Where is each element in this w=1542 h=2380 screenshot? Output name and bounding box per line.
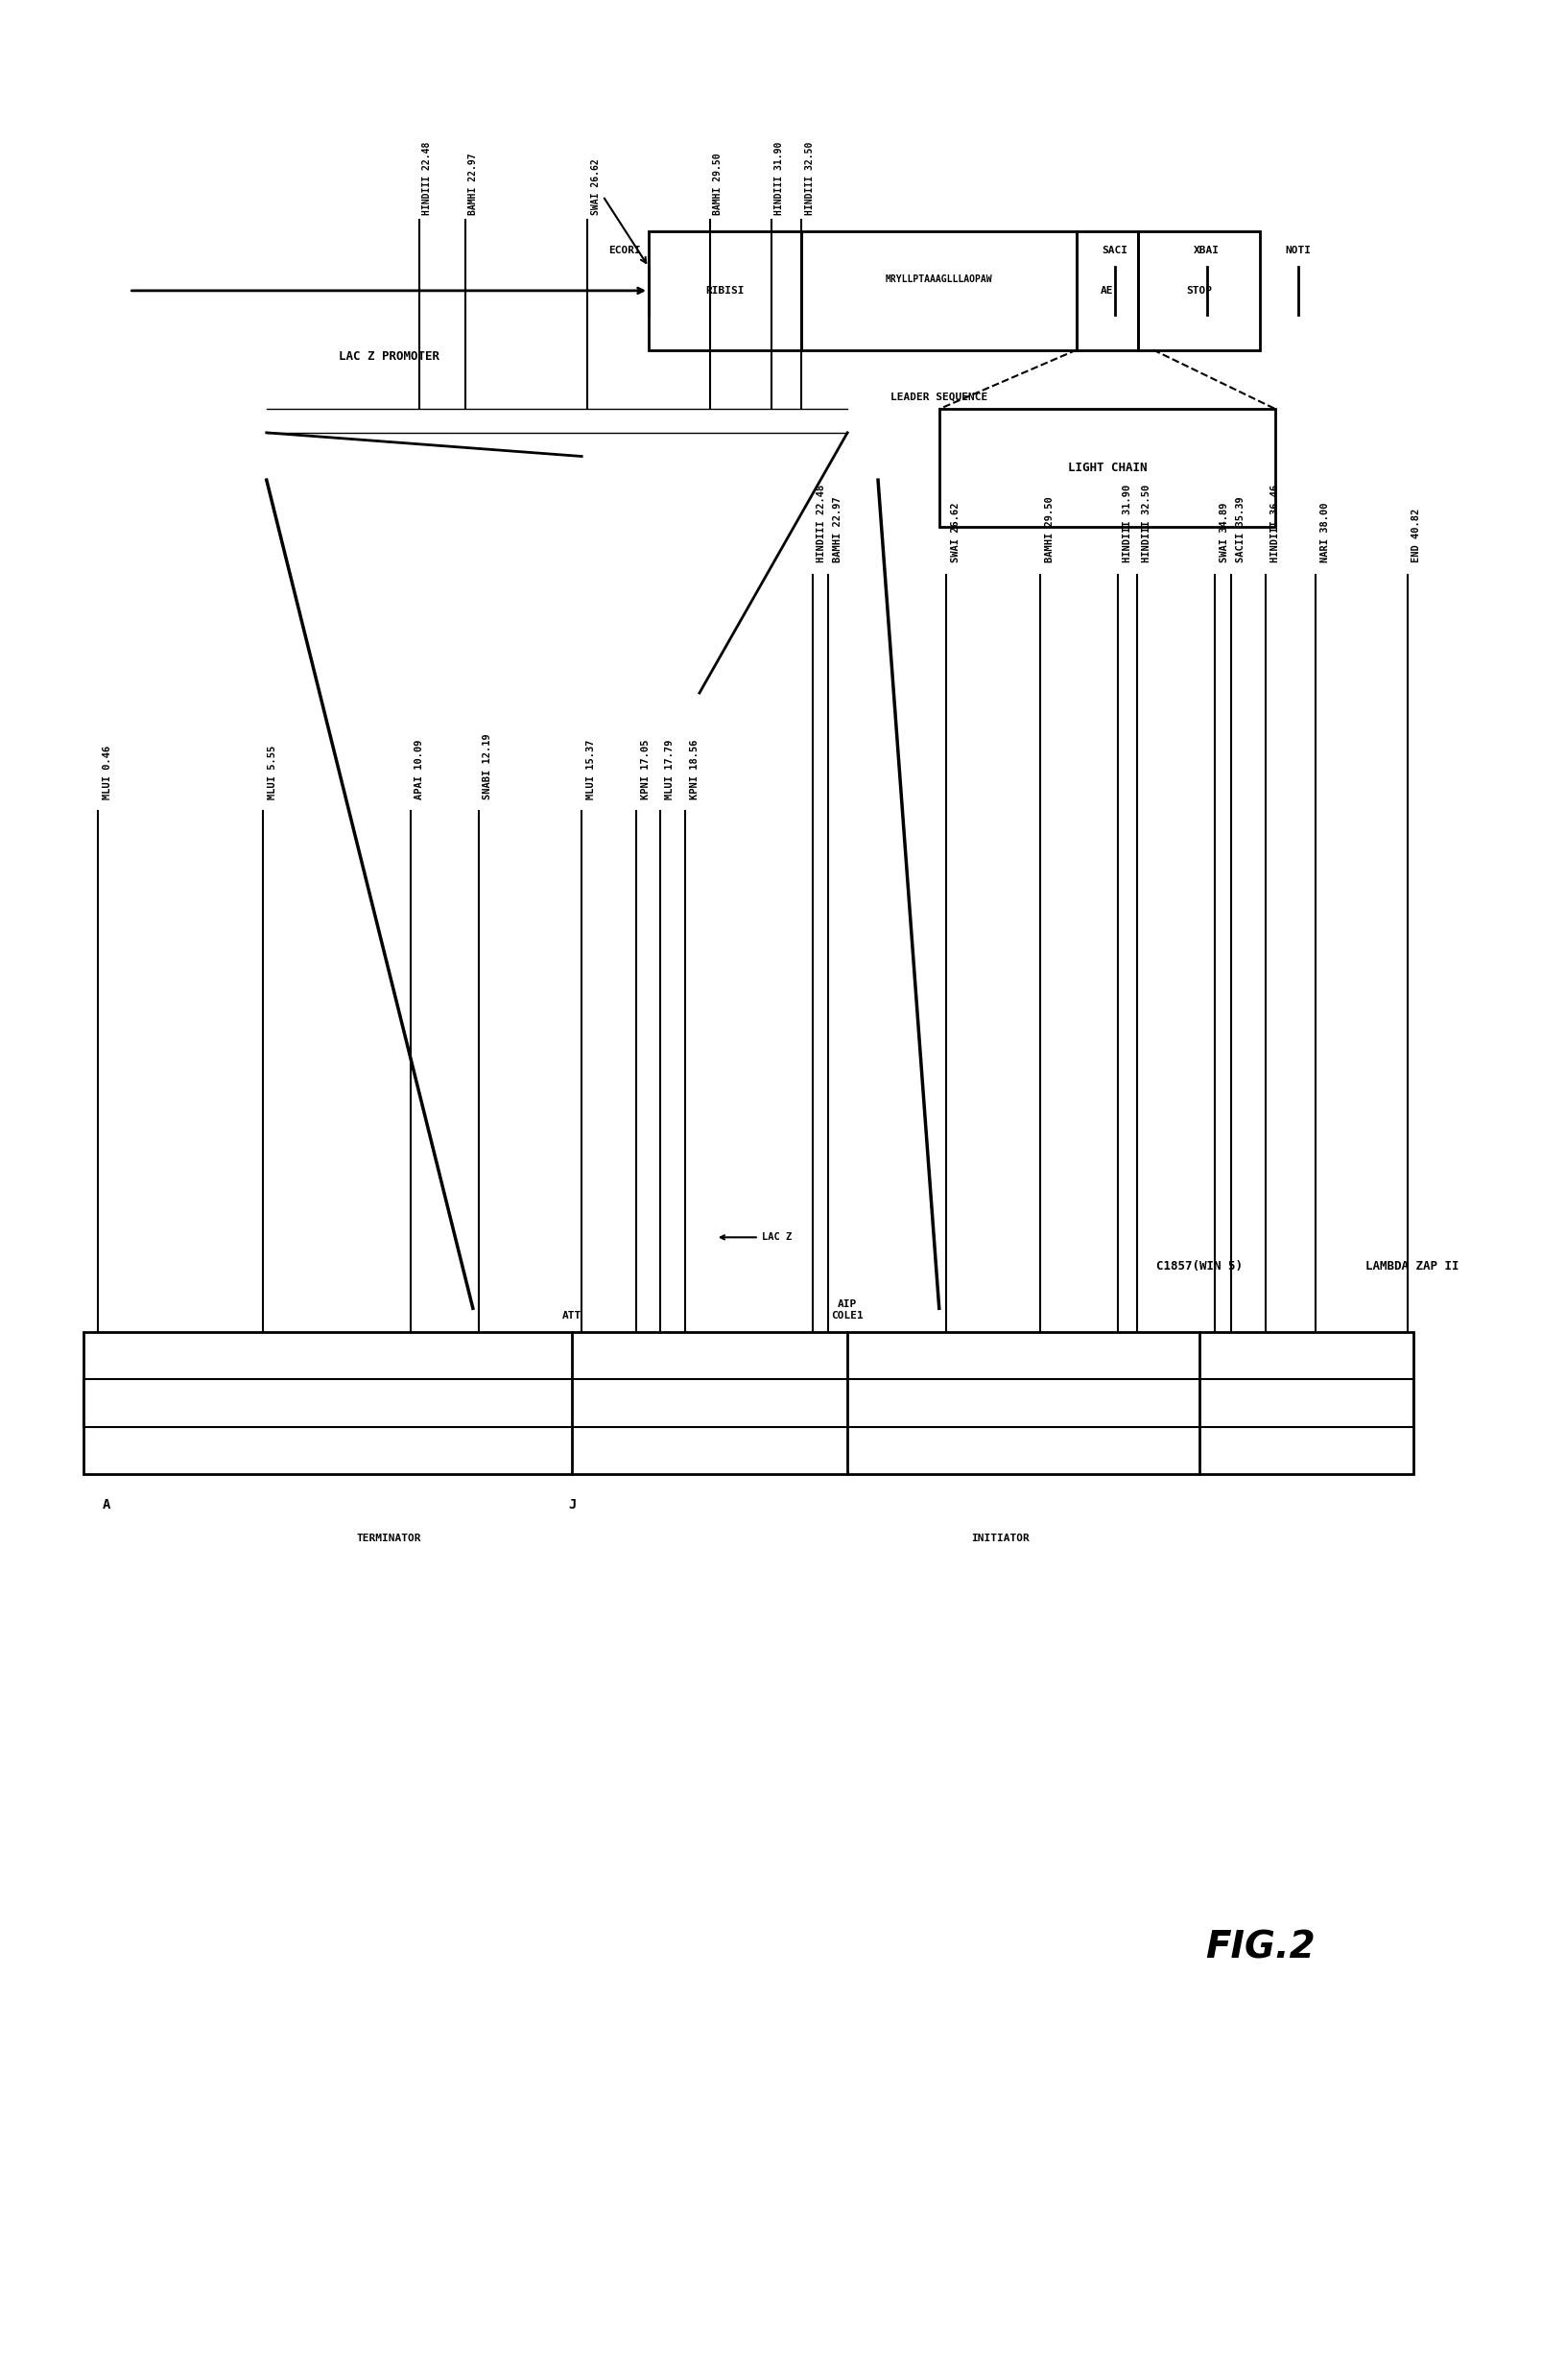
Text: HINDIII 32.50: HINDIII 32.50 xyxy=(1143,486,1152,562)
Text: MLUI 15.37: MLUI 15.37 xyxy=(586,740,595,800)
Text: BAMHI 29.50: BAMHI 29.50 xyxy=(1044,497,1055,562)
Text: LAC Z: LAC Z xyxy=(720,1233,791,1242)
Text: KPNI 17.05: KPNI 17.05 xyxy=(641,740,651,800)
Bar xyxy=(802,231,1076,350)
Text: SNABI 12.19: SNABI 12.19 xyxy=(483,733,493,800)
Text: BAMHI 29.50: BAMHI 29.50 xyxy=(712,152,723,214)
Text: HINDIII 31.90: HINDIII 31.90 xyxy=(1123,486,1132,562)
Text: C1857(WIN 5): C1857(WIN 5) xyxy=(1156,1261,1243,1273)
Text: SWAI 26.62: SWAI 26.62 xyxy=(591,159,600,214)
Text: SWAI 34.89: SWAI 34.89 xyxy=(1220,502,1229,562)
Text: SWAI 26.62: SWAI 26.62 xyxy=(951,502,961,562)
Text: NOTI: NOTI xyxy=(1286,245,1311,255)
Text: SACI: SACI xyxy=(1103,245,1127,255)
Text: HINDIII 22.48: HINDIII 22.48 xyxy=(817,486,827,562)
Text: HINDIII 36.46: HINDIII 36.46 xyxy=(1271,486,1280,562)
Text: LIGHT CHAIN: LIGHT CHAIN xyxy=(1067,462,1147,474)
Bar xyxy=(83,1380,1412,1426)
Text: NARI 38.00: NARI 38.00 xyxy=(1320,502,1329,562)
Text: TERMINATOR: TERMINATOR xyxy=(356,1533,421,1542)
Text: END 40.82: END 40.82 xyxy=(1412,509,1422,562)
Text: APAI 10.09: APAI 10.09 xyxy=(415,740,424,800)
Text: AE: AE xyxy=(1101,286,1113,295)
Text: BAMHI 22.97: BAMHI 22.97 xyxy=(469,152,478,214)
Text: BAMHI 22.97: BAMHI 22.97 xyxy=(833,497,842,562)
Text: KPNI 18.56: KPNI 18.56 xyxy=(689,740,700,800)
Text: MRYLLPTAAAGLLLAOPAW: MRYLLPTAAAGLLLAOPAW xyxy=(885,274,993,283)
Text: XBAI: XBAI xyxy=(1194,245,1220,255)
Bar xyxy=(83,1333,1412,1473)
Text: HINDIII 31.90: HINDIII 31.90 xyxy=(774,143,783,214)
Text: AIP
COLE1: AIP COLE1 xyxy=(831,1299,864,1321)
Text: HINDIII 32.50: HINDIII 32.50 xyxy=(805,143,814,214)
Text: MLUI 17.79: MLUI 17.79 xyxy=(665,740,674,800)
Text: INITIATOR: INITIATOR xyxy=(971,1533,1030,1542)
Text: LEADER SEQUENCE: LEADER SEQUENCE xyxy=(891,393,988,402)
Bar xyxy=(1138,231,1260,350)
Text: MLUI 0.46: MLUI 0.46 xyxy=(103,745,113,800)
Text: SACII 35.39: SACII 35.39 xyxy=(1235,497,1246,562)
Text: ECORI: ECORI xyxy=(609,245,641,255)
Text: LAMBDA ZAP II: LAMBDA ZAP II xyxy=(1365,1261,1459,1273)
Text: STOP: STOP xyxy=(1186,286,1212,295)
Text: HINDIII 22.48: HINDIII 22.48 xyxy=(423,143,432,214)
Text: LAC Z PROMOTER: LAC Z PROMOTER xyxy=(338,350,439,362)
Text: RIBISI: RIBISI xyxy=(706,286,745,295)
Text: J: J xyxy=(569,1497,577,1511)
Text: ATT: ATT xyxy=(563,1311,581,1321)
Text: A: A xyxy=(102,1497,109,1511)
Text: FIG.2: FIG.2 xyxy=(1206,1930,1315,1966)
Bar xyxy=(649,231,802,350)
Bar xyxy=(1076,231,1138,350)
Bar xyxy=(939,409,1275,528)
Text: MLUI 5.55: MLUI 5.55 xyxy=(268,745,278,800)
